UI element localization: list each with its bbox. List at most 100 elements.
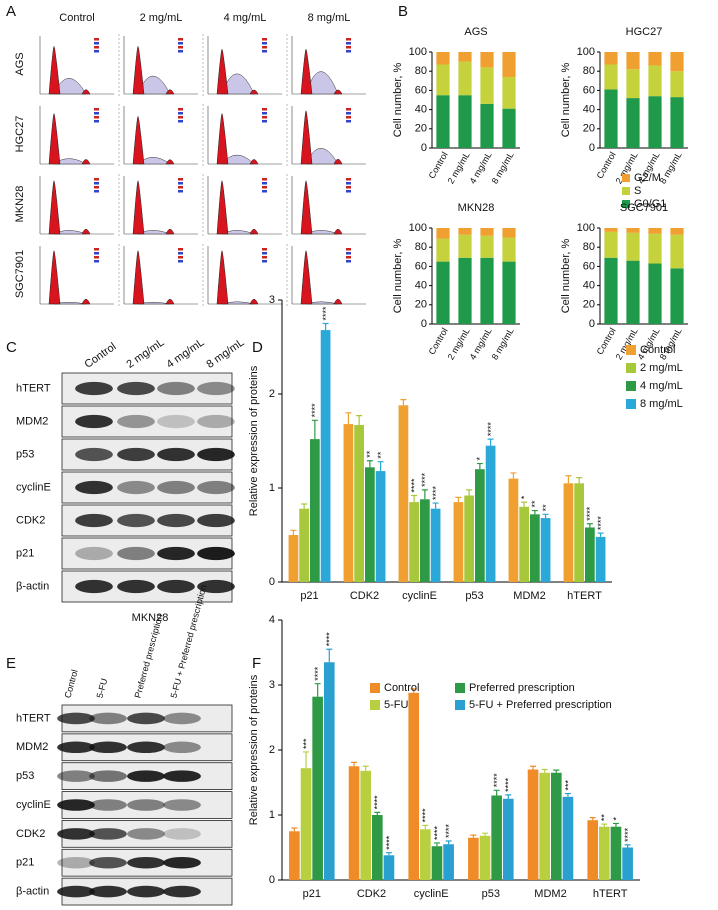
legend-label: G2/M	[634, 172, 661, 184]
blot-band	[89, 741, 127, 754]
histogram-legend-key	[262, 256, 267, 259]
histogram-legend-key	[94, 112, 99, 115]
error-bar	[530, 765, 537, 770]
error-bar	[586, 523, 593, 528]
bar	[420, 829, 431, 880]
x-tick-label: p21	[303, 888, 321, 900]
error-bar	[601, 823, 608, 827]
blot-band	[157, 513, 195, 528]
bar-segment	[458, 257, 472, 324]
bar-segment	[648, 263, 662, 324]
histogram-legend-key	[94, 42, 99, 45]
blot-band	[75, 546, 113, 561]
legend-swatch	[370, 683, 380, 693]
histogram-g1-peak	[48, 180, 61, 235]
y-tick-label: 1	[269, 482, 275, 494]
cell-line-label: MKN28	[14, 186, 26, 223]
panel-label: F	[252, 655, 261, 672]
bar	[519, 506, 529, 582]
histogram-legend-key	[94, 260, 99, 263]
histogram-legend-key	[262, 248, 267, 251]
significance-label: *	[520, 495, 530, 499]
blot-band	[127, 741, 165, 754]
histogram-legend-key	[346, 42, 351, 45]
blot-band	[197, 447, 235, 462]
error-bar	[362, 765, 369, 771]
histogram-legend-key	[262, 186, 267, 189]
protein-label: CDK2	[16, 514, 45, 526]
bar	[409, 502, 419, 582]
error-bar	[565, 475, 572, 484]
bar-segment	[480, 103, 494, 148]
bar	[475, 469, 485, 582]
error-bar	[366, 460, 373, 468]
error-bar	[326, 648, 333, 663]
bar-segment	[670, 268, 684, 324]
y-tick-label: 20	[583, 123, 595, 135]
histogram-g1-peak	[132, 116, 145, 165]
histogram-legend-key	[262, 116, 267, 119]
bar-segment	[648, 52, 662, 66]
significance-label: **	[365, 450, 375, 458]
bar-segment	[604, 89, 618, 148]
histogram-g2-peak	[81, 228, 91, 235]
blot-band	[117, 381, 155, 396]
blot-band	[117, 546, 155, 561]
significance-label: ***	[301, 738, 311, 749]
blot-band	[57, 741, 95, 754]
histogram-g1-peak	[48, 46, 61, 95]
blot-band	[117, 513, 155, 528]
histogram-legend-key	[94, 120, 99, 123]
blot-band	[117, 447, 155, 462]
blot-band	[157, 447, 195, 462]
histogram-legend-key	[94, 186, 99, 189]
histogram-g2-peak	[249, 159, 259, 165]
histogram-legend-key	[178, 120, 183, 123]
histogram-legend-key	[94, 46, 99, 49]
error-bar	[482, 832, 489, 836]
error-bar	[541, 768, 548, 773]
panel-label: E	[6, 655, 16, 672]
bar	[610, 826, 622, 880]
y-tick-label: 80	[583, 241, 595, 253]
cell-line-label: AGS	[14, 52, 26, 75]
histogram-g2-peak	[249, 89, 259, 95]
legend-label: 8 mg/mL	[640, 398, 683, 410]
error-bar	[374, 811, 381, 815]
legend-swatch	[370, 700, 380, 710]
histogram-legend-key	[178, 186, 183, 189]
error-bar	[576, 477, 583, 484]
bar	[508, 478, 519, 582]
y-tick-label: 60	[415, 260, 427, 272]
histogram-legend-key	[178, 248, 183, 251]
x-tick-label: cyclinE	[402, 590, 437, 602]
bar-segment	[670, 228, 684, 235]
error-bar	[290, 529, 297, 535]
bar	[574, 483, 584, 582]
histogram-g1-peak	[132, 250, 145, 305]
y-tick-label: 60	[583, 260, 595, 272]
blot-band	[57, 770, 95, 782]
x-tick-label: MDM2	[534, 888, 566, 900]
histogram-legend-key	[178, 252, 183, 255]
bar	[595, 536, 606, 582]
blot-band	[127, 712, 165, 725]
blot-band	[75, 381, 113, 396]
condition-label: 4 mg/mL	[165, 336, 207, 370]
histogram-legend-key	[94, 116, 99, 119]
condition-label: Preferred prescription	[133, 613, 165, 699]
histogram-legend-key	[94, 248, 99, 251]
error-bar	[612, 822, 619, 827]
significance-label: ****	[596, 516, 606, 531]
histogram-g2-peak	[249, 228, 259, 235]
blot-band	[163, 828, 201, 840]
blot-band	[127, 856, 165, 869]
blot-band	[117, 480, 155, 495]
bar	[398, 405, 409, 582]
protein-label: MDM2	[16, 415, 48, 427]
error-bar	[356, 415, 363, 426]
protein-label: MDM2	[16, 741, 48, 753]
error-bar	[553, 769, 560, 773]
blot-band	[89, 712, 127, 725]
bar	[539, 772, 550, 880]
